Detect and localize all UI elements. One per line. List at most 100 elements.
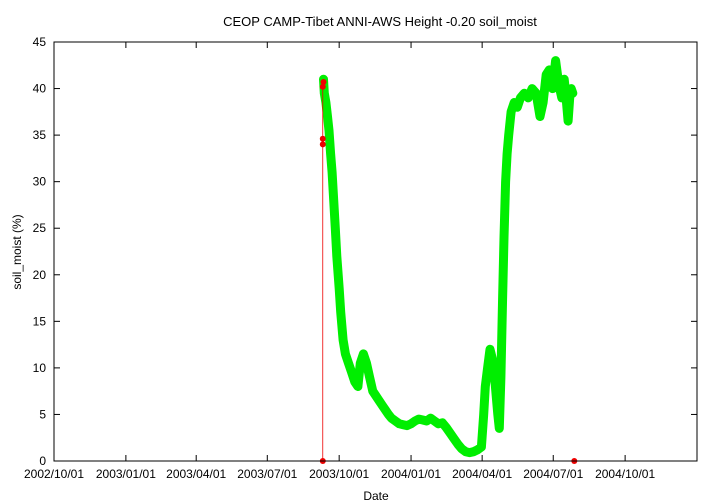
data-series bbox=[319, 56, 578, 464]
y-tick-label: 10 bbox=[33, 361, 47, 375]
data-point bbox=[555, 80, 562, 87]
data-point bbox=[320, 79, 327, 85]
y-tick-label: 0 bbox=[39, 454, 46, 468]
data-point bbox=[322, 99, 329, 106]
data-point bbox=[502, 178, 509, 185]
y-tick-label: 45 bbox=[33, 35, 47, 49]
x-tick-label: 2003/01/01 bbox=[96, 467, 156, 481]
data-point bbox=[443, 424, 450, 431]
x-tick-label: 2003/04/01 bbox=[166, 467, 226, 481]
data-point bbox=[505, 132, 512, 139]
data-point bbox=[563, 99, 570, 106]
data-point bbox=[517, 94, 524, 101]
y-tick-label: 25 bbox=[33, 221, 47, 235]
series-0 bbox=[319, 56, 578, 458]
data-point bbox=[508, 108, 515, 115]
y-tick-label: 15 bbox=[33, 314, 47, 328]
data-point bbox=[525, 94, 532, 101]
data-point bbox=[379, 402, 386, 409]
data-point bbox=[319, 83, 326, 90]
axes: 0 5 10 15 20 25 30 35 40 45 2002/10/01 2003/01/01 20… bbox=[24, 35, 697, 481]
data-point bbox=[529, 85, 536, 92]
data-point bbox=[546, 66, 553, 73]
data-point bbox=[561, 76, 568, 83]
data-point bbox=[514, 104, 521, 111]
data-point bbox=[497, 374, 504, 381]
x-tick-label: 2004/10/01 bbox=[595, 467, 655, 481]
data-point bbox=[372, 392, 379, 399]
data-point bbox=[351, 378, 358, 385]
data-point bbox=[484, 364, 491, 371]
data-point bbox=[363, 360, 370, 367]
x-tick-label: 2004/04/01 bbox=[452, 467, 512, 481]
data-point bbox=[357, 360, 364, 367]
chart-title: CEOP CAMP-Tibet ANNI-AWS Height -0.20 so… bbox=[223, 14, 537, 29]
data-point bbox=[568, 85, 575, 92]
data-point bbox=[504, 150, 511, 157]
data-point bbox=[345, 360, 352, 367]
data-point bbox=[552, 57, 559, 64]
data-point bbox=[366, 374, 373, 381]
data-point bbox=[319, 141, 326, 148]
data-point bbox=[480, 411, 487, 418]
x-tick-label: 2004/01/01 bbox=[381, 467, 441, 481]
data-point bbox=[543, 71, 550, 78]
data-point bbox=[376, 397, 382, 404]
data-point bbox=[487, 346, 493, 353]
data-point bbox=[327, 150, 334, 157]
data-point bbox=[491, 374, 498, 381]
data-point bbox=[369, 388, 376, 395]
data-point bbox=[496, 425, 503, 432]
y-axis-label: soil_moist (%) bbox=[10, 214, 24, 289]
data-point bbox=[330, 197, 337, 204]
data-point bbox=[565, 118, 572, 125]
x-axis-label: Date bbox=[363, 489, 389, 503]
y-tick-label: 40 bbox=[33, 82, 47, 96]
data-point bbox=[493, 392, 500, 399]
data-point bbox=[558, 94, 565, 101]
data-point bbox=[569, 90, 576, 97]
data-point bbox=[540, 99, 547, 106]
data-point bbox=[340, 337, 347, 343]
data-point bbox=[324, 113, 331, 120]
data-point bbox=[482, 383, 489, 390]
data-point bbox=[332, 225, 339, 232]
data-point bbox=[489, 355, 496, 362]
data-point bbox=[319, 135, 326, 142]
data-point bbox=[329, 169, 336, 176]
data-point bbox=[326, 127, 332, 134]
data-point bbox=[533, 90, 540, 97]
data-point bbox=[549, 85, 556, 92]
x-tick-label: 2002/10/01 bbox=[24, 467, 84, 481]
data-point bbox=[337, 309, 344, 315]
x-tick-label: 2004/07/01 bbox=[523, 467, 583, 481]
data-point bbox=[447, 430, 454, 437]
x-tick-label: 2003/10/01 bbox=[309, 467, 369, 481]
y-tick-label: 35 bbox=[33, 128, 47, 142]
data-point bbox=[451, 435, 457, 442]
y-tick-label: 30 bbox=[33, 175, 47, 189]
data-point bbox=[348, 369, 355, 376]
data-point bbox=[333, 253, 340, 260]
series-band bbox=[319, 56, 578, 458]
data-point bbox=[501, 234, 507, 241]
data-point bbox=[478, 444, 485, 450]
data-point bbox=[342, 350, 349, 357]
data-point bbox=[336, 285, 343, 292]
data-point bbox=[494, 411, 501, 418]
data-point bbox=[511, 99, 518, 106]
data-point bbox=[521, 90, 528, 97]
data-point bbox=[321, 90, 328, 97]
data-point bbox=[439, 419, 446, 426]
data-point bbox=[382, 406, 389, 413]
x-tick-label: 2003/07/01 bbox=[237, 467, 297, 481]
plot-frame bbox=[53, 41, 698, 462]
data-point bbox=[499, 299, 506, 306]
data-point bbox=[454, 441, 461, 448]
data-point bbox=[360, 350, 367, 357]
y-tick-label: 20 bbox=[33, 268, 47, 282]
series-1 bbox=[319, 79, 578, 464]
data-point bbox=[354, 383, 361, 390]
data-point bbox=[537, 113, 543, 120]
